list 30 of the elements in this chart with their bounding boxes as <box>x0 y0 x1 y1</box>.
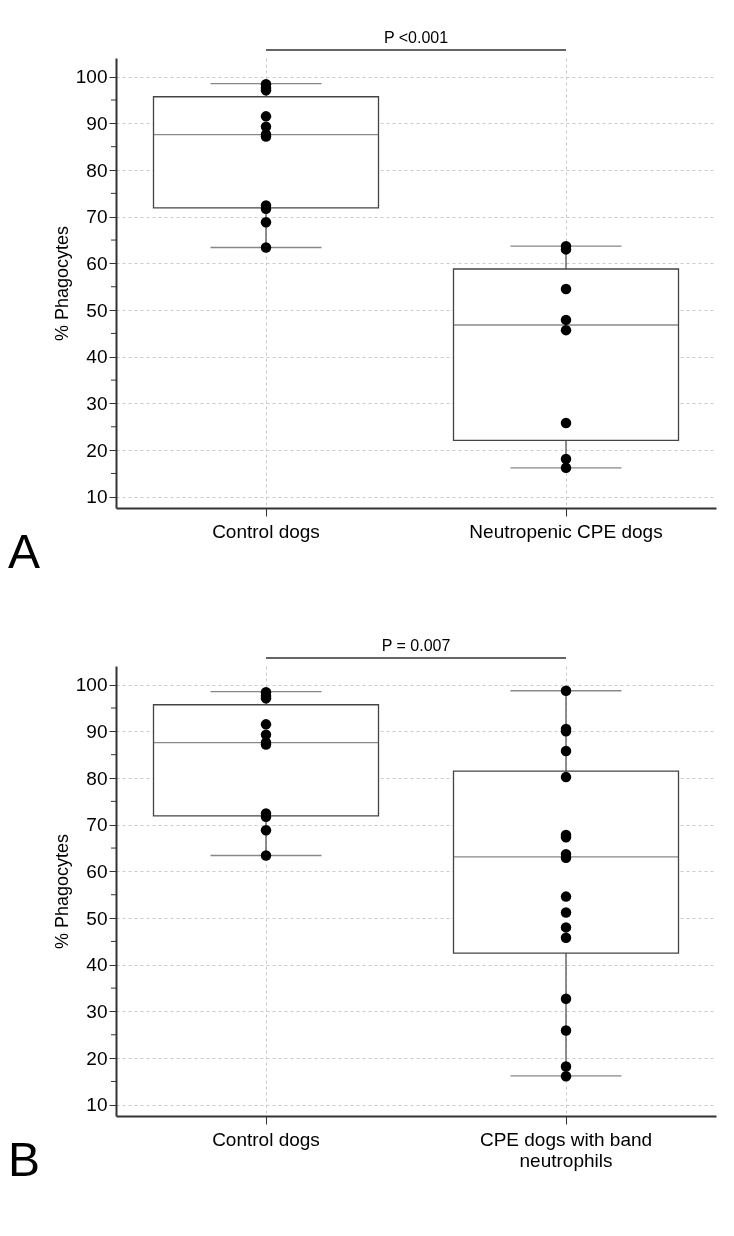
x-tick-label: CPE dogs with band neutrophils <box>479 1128 653 1171</box>
x-tick-label: Neutropenic CPE dogs <box>469 520 663 542</box>
text: P <0.001 <box>383 29 449 46</box>
x-tick-label: Control dogs <box>212 1128 320 1150</box>
y-tick-label: 80 <box>86 159 108 181</box>
y-tick-label: 50 <box>86 907 108 929</box>
y-tick-label: 100 <box>75 674 108 696</box>
y-tick-label: 20 <box>86 439 108 461</box>
y-tick-label: 60 <box>86 860 108 882</box>
y-tick-label: 70 <box>86 206 108 228</box>
y-tick-label: 40 <box>86 346 108 368</box>
y-tick-label: 80 <box>86 767 108 789</box>
y-tick-label: 10 <box>86 486 108 508</box>
x-tick-label: Control dogs <box>212 520 320 542</box>
y-tick-label: 90 <box>86 112 108 134</box>
y-tick-label: 50 <box>86 299 108 321</box>
y-axis-title: % Phagocytes <box>51 833 72 950</box>
text: P = 0.007 <box>381 637 451 654</box>
y-axis-title: % Phagocytes <box>51 225 72 342</box>
y-tick-label: 20 <box>86 1047 108 1069</box>
y-tick-label: 30 <box>86 1000 108 1022</box>
y-tick-label: 40 <box>86 954 108 976</box>
y-tick-label: 10 <box>86 1094 108 1116</box>
y-tick-label: 30 <box>86 392 108 414</box>
y-tick-label: 90 <box>86 720 108 742</box>
y-tick-label: 100 <box>75 66 108 88</box>
y-tick-label: 70 <box>86 814 108 836</box>
text: A <box>8 525 41 578</box>
text: B <box>8 1133 41 1186</box>
y-tick-label: 60 <box>86 252 108 274</box>
